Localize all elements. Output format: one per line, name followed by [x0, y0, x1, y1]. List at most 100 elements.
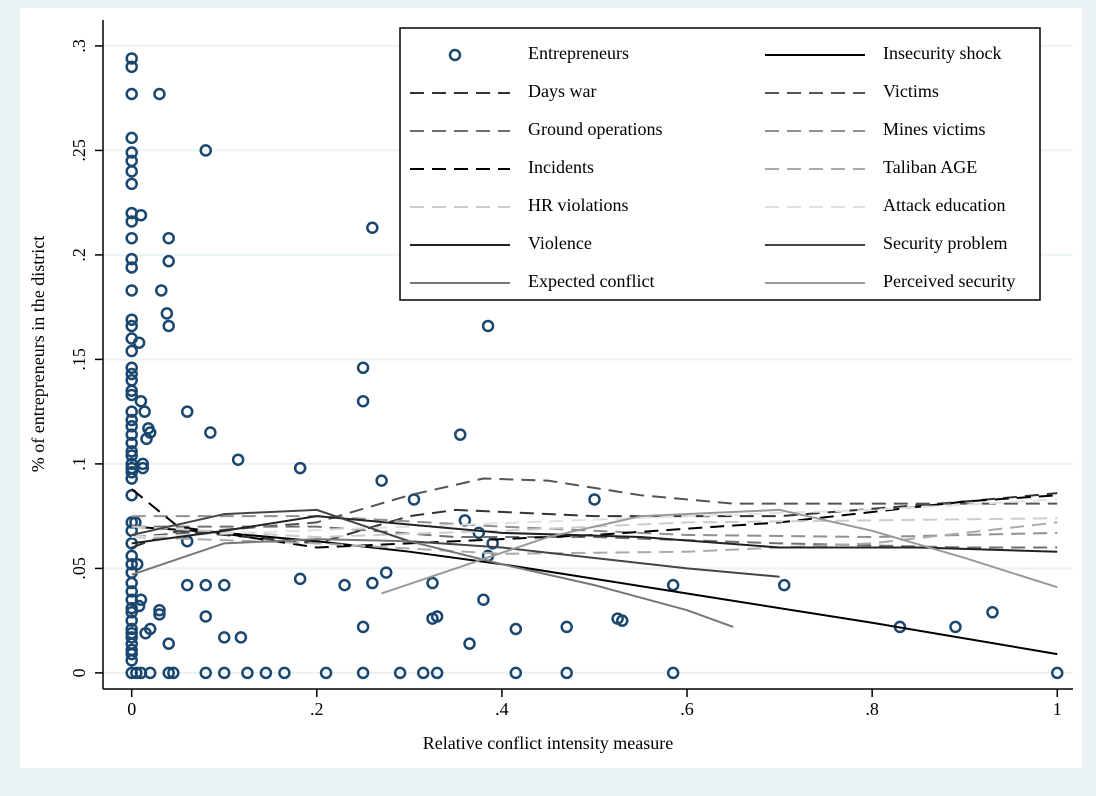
- scatter-point: [125, 344, 138, 358]
- scatter-point: [180, 405, 194, 418]
- y-tick-label: .3: [69, 39, 89, 53]
- legend-box: [399, 27, 1041, 301]
- legend-label: Taliban AGE: [883, 157, 977, 177]
- scatter-point: [125, 52, 138, 65]
- scatter-point: [125, 654, 138, 667]
- scatter-point: [125, 60, 138, 74]
- line: [131, 525, 1058, 656]
- legend-label: Ground operations: [528, 119, 662, 139]
- x-axis-title: Relative conflict intensity measure: [423, 733, 673, 753]
- legend-label: Entrepreneurs: [528, 43, 629, 63]
- x-tick-label: .2: [310, 699, 324, 719]
- scatter-point: [218, 631, 231, 644]
- scatter-point: [666, 666, 680, 680]
- scatter-point: [125, 367, 138, 381]
- scatter-point: [416, 666, 430, 680]
- scatter-point: [125, 420, 138, 433]
- scatter-point: [199, 610, 212, 623]
- scatter-point: [125, 231, 138, 245]
- x-tick-label: .4: [495, 699, 509, 719]
- line: [131, 488, 1058, 549]
- scatter-point: [319, 666, 333, 680]
- scatter-point: [125, 557, 138, 571]
- scatter-point: [356, 620, 370, 634]
- y-tick-label: 0: [69, 668, 89, 677]
- scatter-point: [472, 526, 486, 540]
- scatter-point: [481, 319, 495, 333]
- scatter-point: [234, 631, 248, 644]
- scatter-point: [393, 666, 407, 680]
- legend-label: Expected conflict: [528, 271, 654, 291]
- legend-label: Insecurity shock: [883, 43, 1001, 63]
- scatter-point: [162, 637, 175, 650]
- scatter-point: [199, 666, 212, 680]
- scatter-point: [134, 208, 148, 222]
- scatter-point: [125, 614, 138, 627]
- scatter-point: [125, 177, 138, 191]
- legend-label: Days war: [528, 81, 596, 101]
- scatter-point: [125, 319, 138, 333]
- scatter-point: [666, 578, 680, 592]
- scatter-point: [125, 146, 138, 159]
- scatter-point: [125, 449, 138, 462]
- scatter-point: [125, 472, 138, 485]
- scatter-point: [430, 610, 444, 623]
- scatter-point: [218, 666, 231, 680]
- scatter-point: [143, 426, 157, 439]
- scatter-point: [125, 428, 138, 441]
- scatter-point: [125, 601, 138, 615]
- scatter-point: [125, 436, 138, 450]
- scatter-point: [231, 453, 245, 466]
- scatter-point: [486, 537, 499, 550]
- x-tick-label: .8: [865, 699, 879, 719]
- scatter-point: [259, 666, 273, 680]
- scatter-point: [430, 666, 444, 680]
- scatter-point: [125, 384, 138, 398]
- line: [131, 508, 780, 578]
- scatter-point: [125, 361, 138, 375]
- scatter-point: [125, 585, 138, 598]
- scatter-point: [125, 87, 138, 101]
- legend-label: Attack education: [883, 195, 1005, 215]
- scatter-point: [560, 620, 573, 634]
- scatter-point: [134, 593, 148, 607]
- scatter-point: [1051, 666, 1064, 680]
- scatter-point: [588, 493, 601, 506]
- scatter-point: [143, 622, 157, 636]
- line: [131, 538, 734, 628]
- line: [131, 498, 1058, 539]
- scatter-point: [218, 578, 231, 592]
- scatter-point: [138, 405, 151, 418]
- scatter-point: [463, 637, 476, 650]
- scatter-point: [125, 445, 138, 458]
- scatter-point: [125, 313, 138, 326]
- scatter-point: [199, 144, 212, 157]
- scatter-point: [615, 614, 629, 627]
- scatter-point: [180, 578, 194, 592]
- scatter-point: [278, 666, 291, 680]
- line: [131, 492, 1058, 549]
- scatter-point: [125, 549, 138, 563]
- scatter-point: [125, 622, 138, 636]
- x-tick-label: 1: [1053, 699, 1062, 719]
- scatter-point: [162, 666, 175, 680]
- scatter-point: [356, 361, 370, 375]
- legend-label: Perceived security: [883, 271, 1015, 291]
- scatter-point: [153, 608, 166, 621]
- scatter-point: [153, 87, 166, 101]
- scatter-point: [125, 631, 138, 644]
- scatter-point: [134, 666, 148, 680]
- scatter-point: [777, 578, 791, 592]
- scatter-point: [155, 284, 168, 297]
- scatter-point: [356, 666, 370, 680]
- scatter-point: [136, 461, 150, 475]
- legend-marker: [448, 48, 462, 62]
- scatter-point: [379, 566, 393, 579]
- scatter-point: [560, 666, 573, 680]
- scatter-point: [125, 165, 138, 178]
- scatter-point: [125, 284, 138, 297]
- scatter-point: [949, 620, 962, 634]
- legend-label: Victims: [883, 81, 939, 101]
- scatter-point: [132, 336, 146, 349]
